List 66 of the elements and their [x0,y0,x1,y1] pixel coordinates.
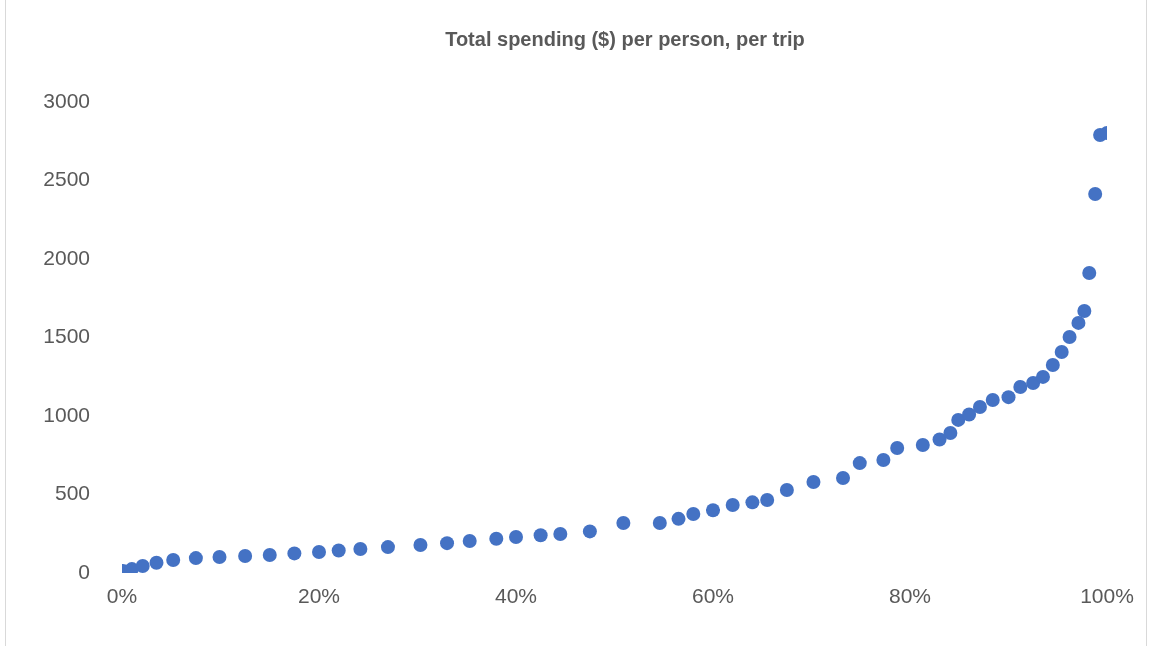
point [962,407,977,422]
y-tick-label: 500 [54,481,90,505]
point [440,536,455,551]
y-tick-label: 1000 [43,402,90,426]
y-tick-label: 1500 [43,324,90,348]
point [1045,357,1060,372]
point [553,527,568,542]
point [932,432,947,447]
point [779,482,794,497]
point [149,555,164,570]
point [972,400,987,415]
point [1062,330,1077,345]
point [188,551,203,566]
y-tick-label: 2500 [43,167,90,191]
point [1035,369,1050,384]
point [1013,379,1028,394]
x-tick-label: 0% [106,584,138,608]
point [671,511,686,526]
point [806,474,821,489]
point [1082,265,1097,280]
point [725,498,740,513]
point [312,544,326,559]
point [1054,344,1069,359]
point [951,412,966,427]
point [1071,315,1086,330]
y-tick-label: 0 [78,559,90,583]
point [890,441,905,456]
point [852,456,867,471]
x-tick-label: 20% [297,584,341,608]
point [943,425,958,440]
point [489,531,504,546]
point [1026,376,1041,391]
point [1088,187,1103,201]
point [287,546,302,561]
point [135,558,150,573]
point [1001,390,1016,405]
chart-title: Total spending ($) per person, per trip [445,27,805,50]
point [836,471,851,486]
point [331,543,346,558]
point [212,549,227,564]
point [985,392,1000,407]
x-tick-label: 40% [494,584,538,608]
point [509,530,523,545]
point [380,540,395,555]
y-tick-label: 2000 [43,245,90,269]
point [262,547,277,562]
point [616,516,631,531]
point [915,438,930,453]
x-tick-label: 80% [888,584,932,608]
x-tick-label: 100% [1080,584,1134,608]
point [706,503,720,518]
point [166,552,181,567]
point [533,528,548,543]
point [353,541,368,556]
point [1077,303,1092,318]
point [876,452,891,467]
point [760,493,775,507]
point [582,524,597,539]
point [686,506,701,521]
point [413,538,428,553]
point [238,549,253,564]
point [462,533,477,548]
x-tick-label: 60% [691,584,735,608]
point [652,516,667,531]
point [745,495,760,510]
y-tick-label: 3000 [43,88,90,112]
